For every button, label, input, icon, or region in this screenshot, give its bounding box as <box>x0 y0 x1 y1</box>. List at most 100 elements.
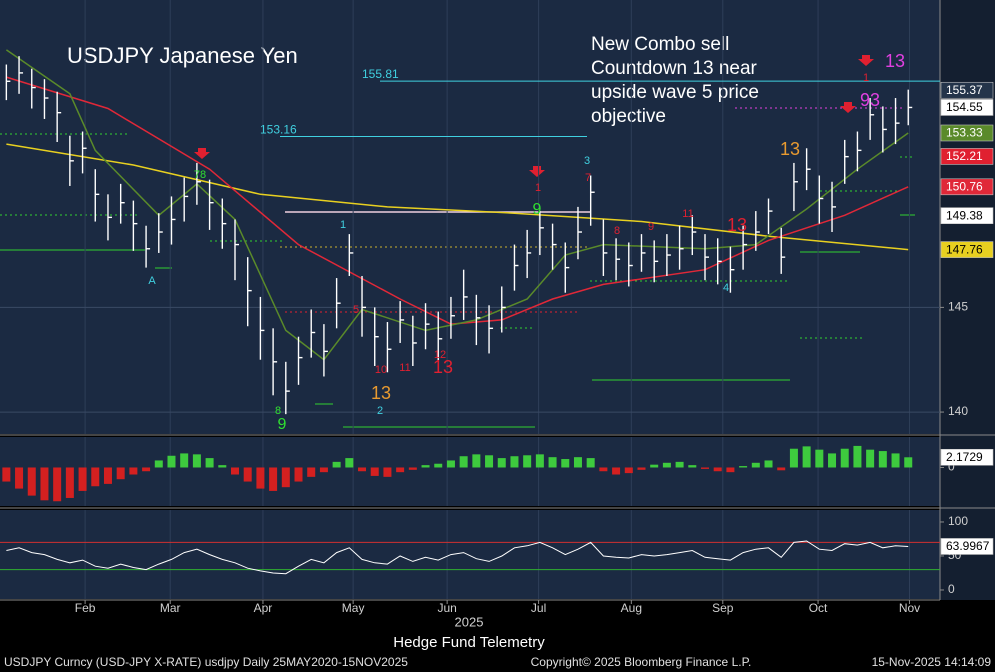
histogram-bar <box>53 467 62 502</box>
histogram-bar <box>510 456 519 468</box>
td-count: 4 <box>723 282 729 294</box>
td-count: 9 <box>533 201 542 218</box>
down-arrow <box>858 55 874 66</box>
histogram-bar <box>789 448 798 468</box>
histogram-bar <box>751 462 760 468</box>
x-tick-label: Oct <box>809 601 828 615</box>
histogram-bar <box>878 451 887 468</box>
histogram-bar <box>180 453 189 468</box>
price-marker-label: 155.37 <box>946 83 983 97</box>
histogram-bar <box>497 458 506 468</box>
footer-center: Copyright© 2025 Bloomberg Finance L.P. <box>531 655 752 669</box>
ma-value-label: 147.76 <box>946 242 983 256</box>
td-count: 13 <box>433 357 453 377</box>
histogram-bar <box>332 461 341 468</box>
histogram-bar <box>624 467 633 474</box>
histogram-bar <box>662 462 671 468</box>
price-marker-label: 149.38 <box>946 208 983 222</box>
td-count: 12 <box>434 349 446 361</box>
histogram-bar <box>688 465 697 468</box>
histogram-bar <box>485 455 494 468</box>
histogram-bar <box>319 467 328 473</box>
td-count: 9 <box>648 221 654 233</box>
ma-value-label: 153.33 <box>946 126 983 140</box>
histogram-bar <box>256 467 265 489</box>
histogram-bar <box>612 467 621 475</box>
histogram-bar <box>726 467 735 473</box>
histogram-bar <box>675 461 684 468</box>
histogram-bar <box>802 446 811 468</box>
price-marker-label: 152.21 <box>946 149 983 163</box>
histogram-bar <box>535 454 544 468</box>
td-count: A <box>148 275 156 287</box>
histogram-bar <box>91 467 100 487</box>
y-tick-label: 140 <box>948 404 968 418</box>
histogram-bar <box>281 467 290 488</box>
histogram-bar <box>103 467 112 484</box>
histogram-bar <box>218 465 227 468</box>
td-count: 93 <box>860 90 880 110</box>
histogram-bar <box>701 467 709 469</box>
down-arrow <box>529 166 545 177</box>
ma-value-label: 150.76 <box>946 179 983 193</box>
histogram-bar <box>40 467 49 501</box>
histogram-bar <box>129 467 138 475</box>
ma-value-box <box>940 124 994 142</box>
annotation: New Combo sell <box>591 34 729 55</box>
y-tick-label: 145 <box>948 300 968 314</box>
level-label: 155.81 <box>362 67 399 81</box>
histogram-bar <box>205 458 214 468</box>
histogram-bar <box>116 467 125 480</box>
histogram-bar <box>866 449 875 468</box>
x-tick-label: Jun <box>437 601 456 615</box>
td-count: 3 <box>584 155 590 167</box>
td-count: 2 <box>377 405 383 417</box>
histogram-bar <box>459 456 468 468</box>
price-marker-box <box>940 148 994 165</box>
td-count: 13 <box>727 215 747 235</box>
annotation: objective <box>591 106 666 127</box>
td-count: 78 <box>194 169 206 181</box>
histogram-bar <box>599 467 608 472</box>
histogram-bar <box>192 454 201 468</box>
histogram-bar <box>573 457 582 468</box>
histogram-bar <box>891 453 900 468</box>
x-tick-label: Apr <box>254 601 273 615</box>
histogram-bar <box>586 458 595 468</box>
histogram-panel <box>0 437 940 506</box>
histogram-bar <box>396 467 405 473</box>
histogram-bar <box>853 445 862 468</box>
histogram-bar <box>764 460 773 468</box>
histogram-bar <box>828 453 837 468</box>
td-count: 1 <box>340 219 346 231</box>
histogram-bar <box>637 467 646 470</box>
histogram-bar <box>154 460 163 468</box>
down-arrow <box>194 148 210 159</box>
td-count: 9 <box>278 416 287 433</box>
histogram-bar <box>142 467 151 472</box>
td-count: 13 <box>371 383 391 403</box>
td-count: 13 <box>885 51 905 71</box>
td-count: 11 <box>399 362 410 374</box>
td-count: 8 <box>614 225 620 237</box>
level-label: 153.16 <box>260 123 297 137</box>
price-panel <box>0 0 940 434</box>
histogram-bar <box>27 467 36 496</box>
td-count: 13 <box>780 139 800 159</box>
price-marker-box <box>940 81 994 99</box>
histogram-bar <box>523 455 532 468</box>
histogram-bar <box>446 460 455 468</box>
histogram-bar <box>2 467 11 482</box>
td-count: 8 <box>275 405 281 417</box>
histogram-bar <box>231 467 239 475</box>
x-tick-label: Jul <box>531 601 546 615</box>
ma-value-box <box>940 241 994 258</box>
histogram-bar <box>269 467 278 491</box>
histogram-bar <box>472 454 481 468</box>
rsi-value-box <box>940 538 994 555</box>
x-tick-label: Feb <box>75 601 96 615</box>
histogram-bar <box>815 449 824 468</box>
moving-average <box>6 143 909 251</box>
footer-left: USDJPY Curncy (USD-JPY X-RATE) usdjpy Da… <box>4 655 408 669</box>
